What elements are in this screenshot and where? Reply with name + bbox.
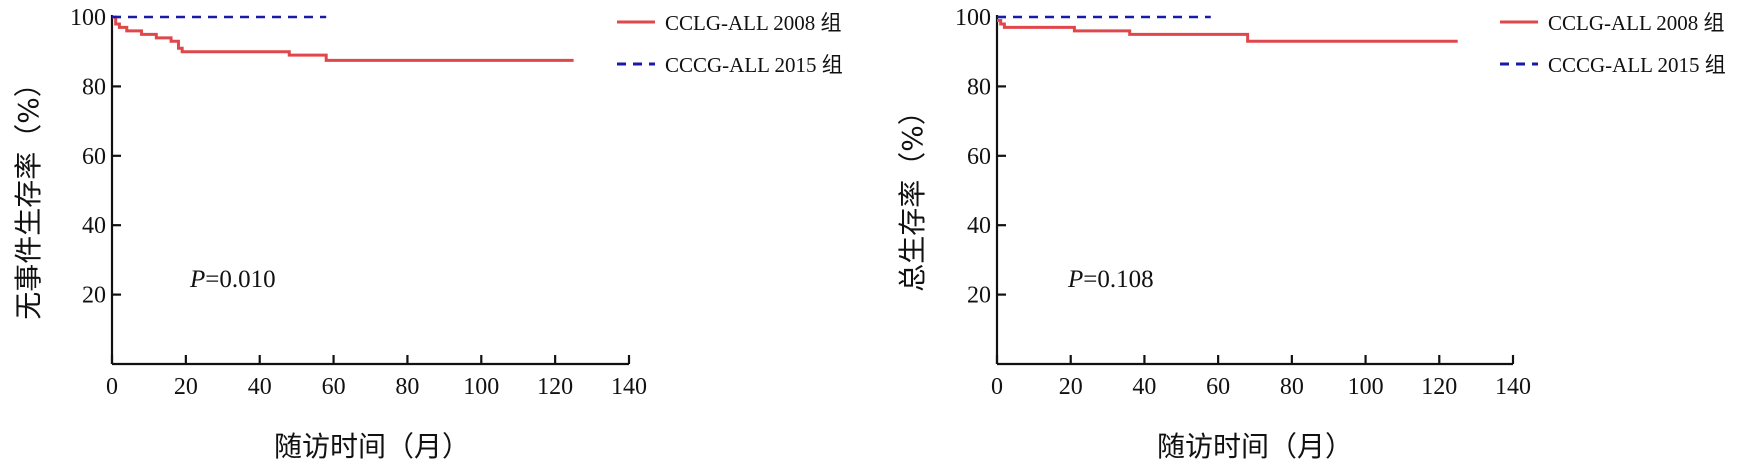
x-tick-label: 100 <box>463 374 499 400</box>
y-tick-label: 80 <box>82 74 106 100</box>
y-tick-label: 40 <box>967 213 991 239</box>
p-value-text: =0.010 <box>205 266 275 293</box>
chart-panel-1: 0 20 40 60 80 100 120 140 20 40 60 80 100 CCLG-ALL 20… <box>12 5 843 463</box>
series-line-cclg-all-2008 <box>997 18 1458 43</box>
p-value-symbol: P <box>189 266 205 293</box>
p-value-annotation: P=0.010 <box>189 266 276 293</box>
y-axis-title: 无事件生存率（%） <box>12 69 45 320</box>
x-axis-title: 随访时间（月） <box>274 430 470 463</box>
x-tick-label: 80 <box>1280 374 1304 400</box>
x-tick-label: 120 <box>537 374 573 400</box>
x-tick-label: 40 <box>1132 374 1156 400</box>
p-value-text: =0.108 <box>1083 266 1153 293</box>
legend-label: CCCG-ALL 2015 组 <box>665 53 843 77</box>
series-line-cclg-all-2008 <box>112 15 574 62</box>
y-tick-label: 20 <box>967 283 991 309</box>
x-tick-label: 100 <box>1348 374 1384 400</box>
legend-label: CCCG-ALL 2015 组 <box>1548 53 1726 77</box>
x-tick-label: 60 <box>322 374 346 400</box>
legend-label: CCLG-ALL 2008 组 <box>1548 11 1725 35</box>
x-tick-label: 120 <box>1421 374 1457 400</box>
x-tick-label: 140 <box>611 374 647 400</box>
p-value-annotation: P=0.108 <box>1067 266 1154 293</box>
y-tick-label: 40 <box>82 213 106 239</box>
y-tick-label: 20 <box>82 283 106 309</box>
x-tick-label: 0 <box>991 374 1003 400</box>
y-tick-label: 80 <box>967 74 991 100</box>
p-value-symbol: P <box>1067 266 1083 293</box>
chart-panel-2: 0 20 40 60 80 100 120 140 20 40 60 80 100 CCLG-ALL 20… <box>896 5 1726 463</box>
y-tick-label: 100 <box>955 5 991 31</box>
y-tick-label: 100 <box>70 5 106 31</box>
x-tick-label: 20 <box>174 374 198 400</box>
legend-label: CCLG-ALL 2008 组 <box>665 11 842 35</box>
x-tick-label: 140 <box>1495 374 1531 400</box>
x-tick-label: 20 <box>1059 374 1083 400</box>
x-axis-title: 随访时间（月） <box>1157 430 1353 463</box>
y-tick-label: 60 <box>967 144 991 170</box>
x-tick-label: 0 <box>106 374 118 400</box>
x-tick-label: 80 <box>395 374 419 400</box>
y-axis-title: 总生存率（%） <box>896 97 929 292</box>
y-tick-label: 60 <box>82 144 106 170</box>
x-tick-label: 60 <box>1206 374 1230 400</box>
x-tick-label: 40 <box>248 374 272 400</box>
